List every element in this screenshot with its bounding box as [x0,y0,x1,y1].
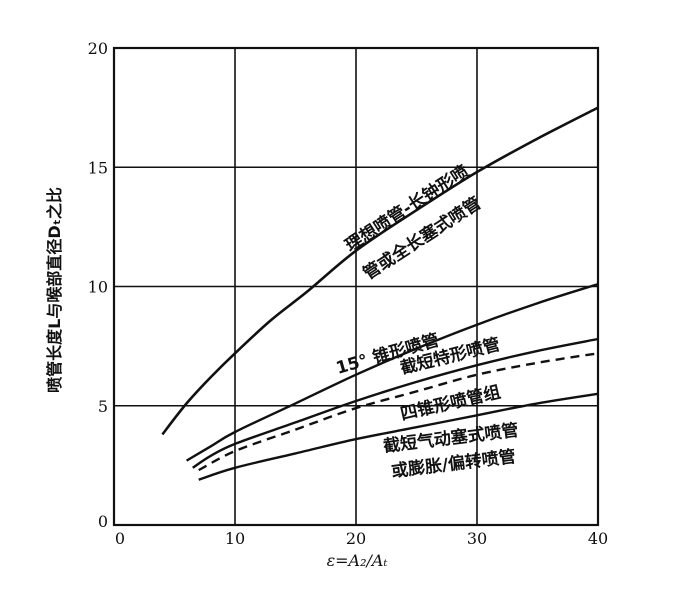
y-tick-label: 20 [88,39,108,58]
x-axis-title: ε=A₂/Aₜ [327,551,388,570]
tick-labels: 0 10 20 30 40 0 5 10 15 20 [88,39,609,548]
x-tick-label: 20 [346,529,366,548]
curve-truncated-plug [198,392,599,481]
y-tick-label: 0 [98,512,108,531]
x-tick-label: 30 [467,529,487,548]
curve-ideal-bell [161,106,599,436]
x-tick-label: 40 [588,529,608,548]
x-tick-label: 10 [225,529,245,548]
plot-frame [112,46,600,527]
y-tick-label: 15 [88,158,108,177]
y-tick-label: 5 [98,397,108,416]
y-tick-label: 10 [88,278,108,297]
curve-truncated-contour [192,337,599,469]
x-tick-label: 0 [115,529,125,548]
curves [161,106,599,481]
curve-label-four-cone: 四锥形喷管组 [398,381,502,424]
curve-cone-15 [185,282,599,462]
grid [114,48,598,525]
y-axis-title: 喷管长度L与喉部直径Dₜ之比 [45,187,64,393]
curve-four-cone-cluster [198,352,599,472]
